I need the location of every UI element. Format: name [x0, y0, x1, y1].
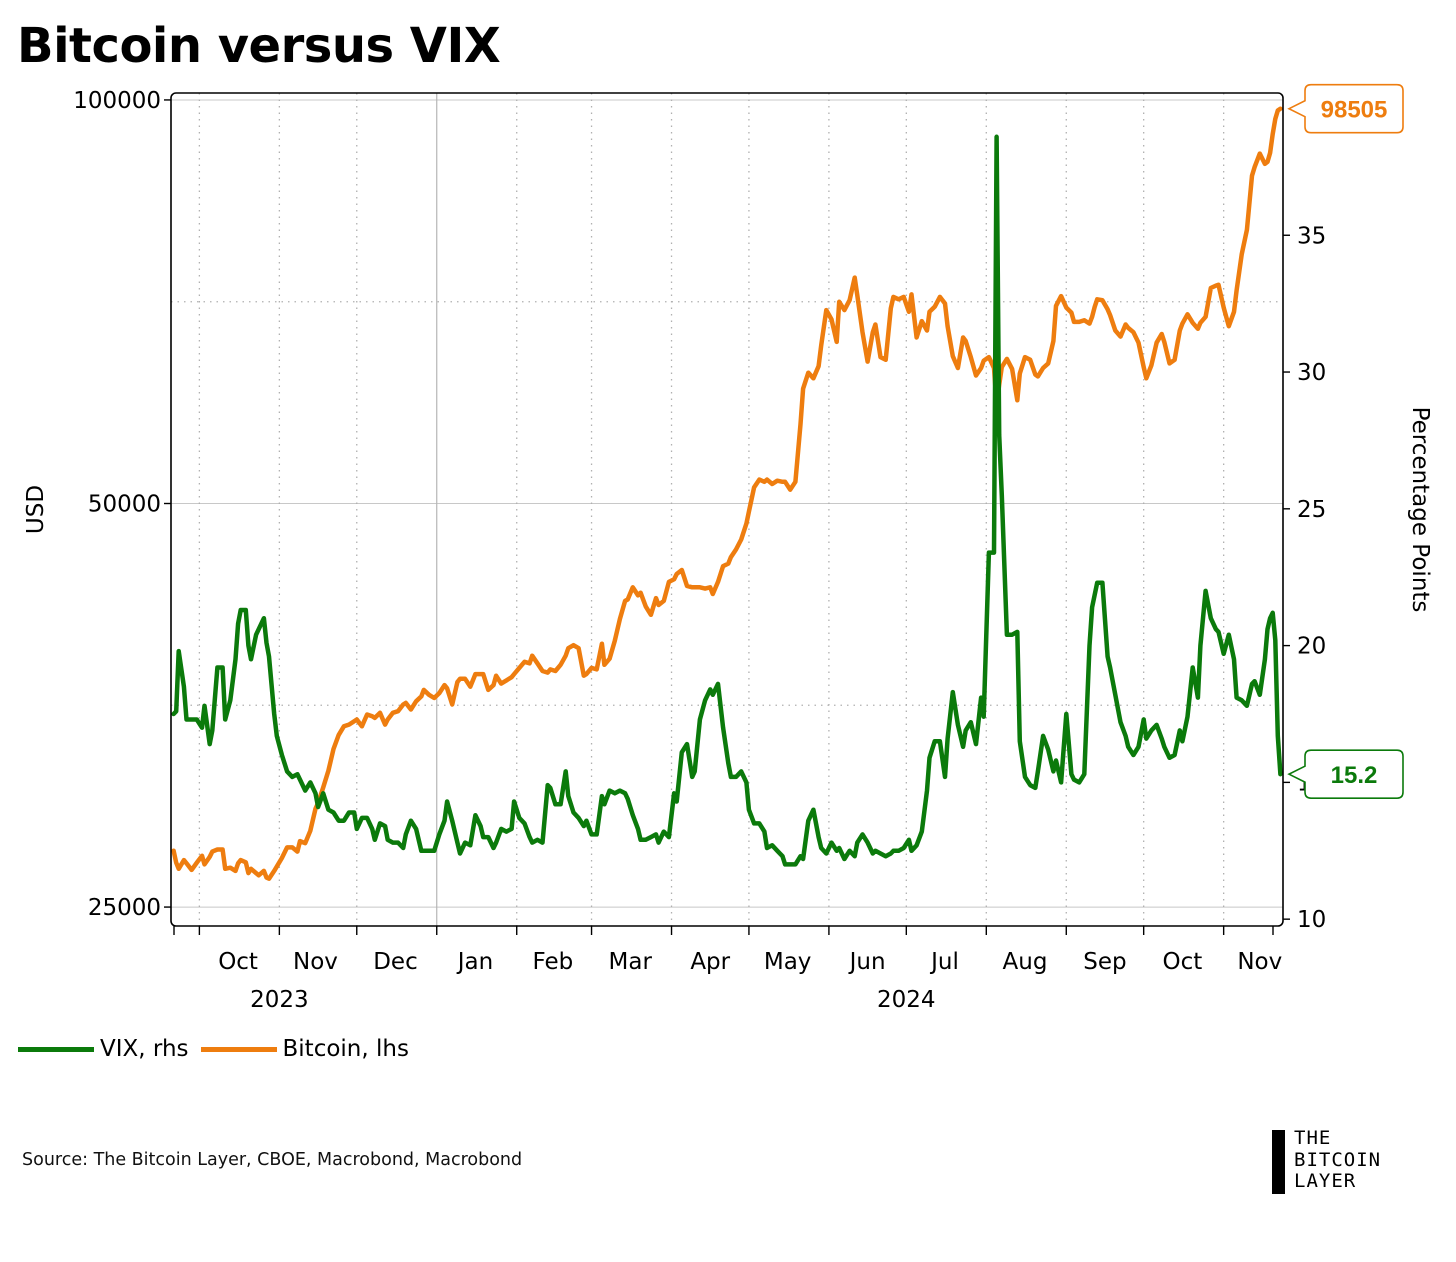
logo-line: BITCOIN — [1294, 1148, 1382, 1171]
axis-layer: 2500050000100000USD101520253035Percentag… — [23, 88, 1433, 1013]
month-label: May — [764, 949, 812, 975]
month-label: Dec — [373, 949, 418, 975]
month-label: Apr — [690, 949, 730, 975]
grid-layer — [171, 93, 1283, 926]
legend-swatch-vix — [18, 1046, 94, 1052]
month-label: Feb — [532, 949, 573, 975]
legend: VIX, rhs Bitcoin, lhs — [18, 1036, 421, 1062]
month-label: Mar — [609, 949, 653, 975]
month-label: Oct — [218, 949, 258, 975]
series-layer — [171, 106, 1283, 881]
right-tick-label: 30 — [1297, 360, 1326, 386]
right-tick-label: 25 — [1297, 497, 1326, 523]
right-tick-label: 35 — [1297, 223, 1326, 249]
logo: THE BITCOIN LAYER — [1272, 1127, 1442, 1196]
month-label: Sep — [1083, 949, 1126, 975]
bitcoin-value-callout — [1287, 83, 1404, 134]
vix-value-callout — [1287, 749, 1404, 799]
plot-frame — [170, 92, 1284, 927]
chart-title: Bitcoin versus VIX — [17, 18, 501, 74]
month-label: Nov — [293, 949, 338, 975]
vix-line — [171, 134, 1283, 867]
month-label: Jun — [848, 949, 886, 975]
month-label: Jul — [929, 949, 959, 975]
legend-item-bitcoin[interactable]: Bitcoin, lhs — [200, 1036, 409, 1062]
year-label: 2023 — [250, 987, 309, 1013]
left-axis-label: USD — [23, 485, 49, 534]
bitcoin-line — [171, 106, 1283, 881]
right-tick-label: 20 — [1297, 634, 1326, 660]
left-tick-label: 100000 — [73, 88, 161, 114]
vix-value-label: 15.2 — [1331, 762, 1378, 789]
month-label: Jan — [456, 949, 493, 975]
callout-layer: 15.2 98505 — [1287, 83, 1404, 799]
month-label: Aug — [1003, 949, 1048, 975]
legend-item-vix[interactable]: VIX, rhs — [18, 1036, 189, 1062]
left-tick-label: 50000 — [88, 492, 161, 518]
legend-label-vix: VIX, rhs — [100, 1036, 189, 1062]
right-axis-label: Percentage Points — [1407, 407, 1433, 613]
month-label: Nov — [1237, 949, 1282, 975]
source-note: Source: The Bitcoin Layer, CBOE, Macrobo… — [22, 1150, 523, 1170]
logo-bar — [1272, 1130, 1285, 1194]
left-tick-label: 25000 — [88, 895, 161, 921]
logo-line: THE — [1294, 1127, 1332, 1149]
right-tick-label: 10 — [1297, 907, 1326, 933]
legend-swatch-bitcoin — [200, 1046, 277, 1052]
bitcoin-value-label: 98505 — [1321, 97, 1388, 124]
logo-line: LAYER — [1294, 1170, 1357, 1192]
logo-text: THE BITCOIN LAYER — [1294, 1127, 1382, 1193]
year-label: 2024 — [877, 987, 936, 1013]
legend-label-bitcoin: Bitcoin, lhs — [282, 1036, 409, 1062]
month-label: Oct — [1162, 949, 1202, 975]
